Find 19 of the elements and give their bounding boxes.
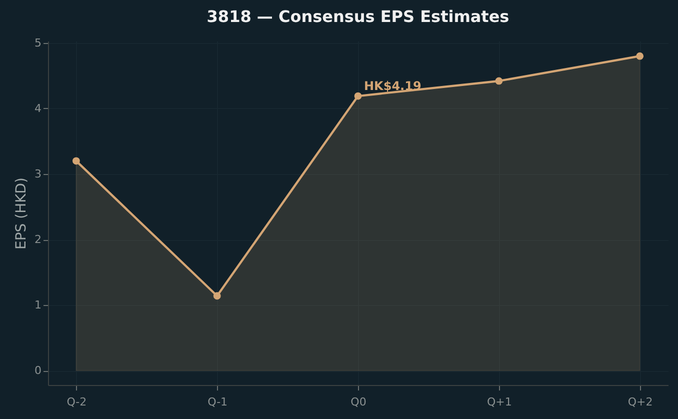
x-tick-label: Q-2	[66, 396, 87, 408]
y-tick-label: 3	[34, 168, 42, 181]
x-tick-label: Q0	[350, 396, 366, 408]
y-tick-label: 2	[34, 233, 42, 246]
y-tick-label: 4	[34, 102, 42, 115]
point	[495, 77, 503, 85]
point	[72, 157, 80, 165]
point	[354, 92, 362, 100]
y-tick-label: 5	[34, 36, 42, 50]
x-tick-label: Q+2	[628, 396, 653, 408]
annotation: HK$4.19	[364, 79, 422, 94]
y-axis-title: EPS (HKD)	[14, 177, 30, 250]
point	[636, 52, 644, 60]
y-tick-label: 0	[34, 364, 42, 378]
x-tick-label: Q+1	[486, 396, 512, 408]
point	[213, 292, 221, 300]
x-tick-label: Q-1	[208, 396, 228, 408]
y-tick-label: 1	[34, 298, 42, 312]
chart-title: 3818 — Consensus EPS Estimates	[206, 6, 510, 26]
